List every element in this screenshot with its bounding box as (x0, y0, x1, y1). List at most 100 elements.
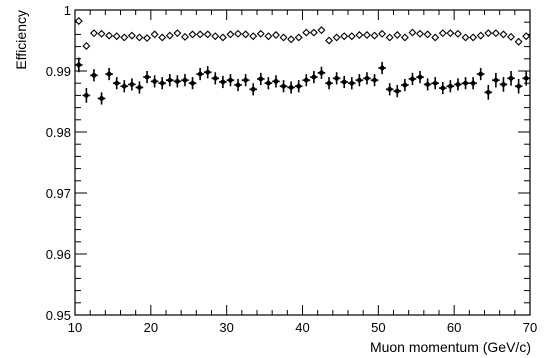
data-point (408, 28, 417, 37)
data-point (82, 42, 91, 50)
x-tick-label: 70 (523, 320, 537, 335)
data-point (287, 35, 296, 44)
data-point (99, 96, 104, 101)
data-point (296, 83, 302, 89)
data-point (501, 82, 506, 87)
data-point (402, 82, 408, 88)
data-point (453, 29, 462, 38)
data-point (508, 75, 514, 81)
data-point (121, 83, 127, 89)
data-point (311, 74, 317, 80)
data-point (379, 65, 385, 71)
data-point (258, 76, 264, 82)
data-point (144, 74, 150, 80)
data-point (137, 85, 142, 90)
data-point (355, 31, 364, 39)
data-point (211, 32, 220, 41)
x-tick-label: 40 (295, 320, 309, 335)
x-axis-label: Muon momentum (GeV/c) (370, 339, 531, 355)
series-2 (75, 57, 530, 105)
data-point (507, 32, 516, 41)
plot-frame (74, 9, 531, 316)
data-point (372, 77, 377, 83)
data-point (463, 80, 468, 86)
data-point (243, 77, 249, 83)
data-point (256, 29, 265, 38)
data-point (317, 26, 326, 35)
data-point (370, 31, 379, 40)
data-point (150, 30, 159, 39)
x-tick-label: 10 (68, 320, 82, 335)
data-point (485, 89, 491, 95)
data-point (190, 80, 195, 86)
data-point (165, 31, 174, 40)
data-point (114, 80, 120, 86)
data-point (91, 72, 97, 78)
data-point (264, 32, 273, 41)
tick-labels: 10 20 30 40 50 60 70 0.95 0.96 0.97 0.98 0.99 1 (46, 3, 538, 335)
data-point (303, 77, 309, 83)
data-point (340, 32, 349, 41)
data-point (493, 77, 499, 83)
data-point (410, 76, 415, 82)
data-point (302, 28, 311, 37)
x-tick-label: 20 (144, 320, 158, 335)
data-point (273, 78, 279, 84)
series-1 (74, 17, 531, 50)
data-point (105, 31, 114, 40)
data-point (174, 78, 180, 84)
y-tick-label: 0.97 (46, 186, 71, 201)
data-point (173, 29, 182, 38)
data-point (425, 82, 431, 87)
data-point (188, 30, 197, 39)
data-point (74, 17, 83, 25)
data-point (143, 34, 152, 43)
data-point (387, 86, 393, 92)
y-tick-label: 0.98 (46, 125, 71, 140)
data-point (356, 77, 362, 83)
data-point (400, 33, 409, 42)
data-point (461, 33, 470, 42)
data-point (326, 80, 332, 86)
data-point (319, 70, 324, 76)
data-point (158, 33, 167, 42)
x-tick-label: 50 (371, 320, 385, 335)
data-point (89, 29, 98, 38)
data-point (378, 29, 387, 38)
data-point (159, 80, 165, 86)
data-point (249, 32, 258, 41)
data-point (97, 29, 106, 38)
data-point (341, 79, 347, 85)
data-point (334, 75, 340, 81)
data-point (309, 28, 318, 37)
data-point (469, 33, 478, 42)
y-tick-label: 0.95 (46, 308, 71, 323)
data-point (220, 79, 226, 85)
data-point (279, 33, 288, 42)
data-point (127, 31, 136, 40)
y-tick-label: 1 (64, 3, 71, 18)
data-point (281, 83, 286, 89)
data-point (514, 37, 523, 46)
data-point (364, 75, 370, 81)
data-point (250, 86, 256, 92)
data-point (417, 74, 423, 80)
data-point (203, 30, 212, 39)
data-point (167, 77, 173, 83)
data-point (228, 77, 233, 83)
data-point (522, 32, 531, 41)
x-tick-label: 60 (447, 320, 461, 335)
data-point (120, 33, 129, 42)
data-point (349, 80, 355, 86)
data-point (180, 32, 189, 41)
data-point (288, 85, 294, 90)
data-point (325, 36, 334, 45)
data-point (438, 29, 447, 38)
data-point (182, 77, 188, 83)
data-point (523, 75, 529, 81)
data-point (393, 31, 402, 39)
data-point (294, 33, 303, 42)
data-point (196, 30, 205, 39)
data-point (431, 33, 440, 42)
